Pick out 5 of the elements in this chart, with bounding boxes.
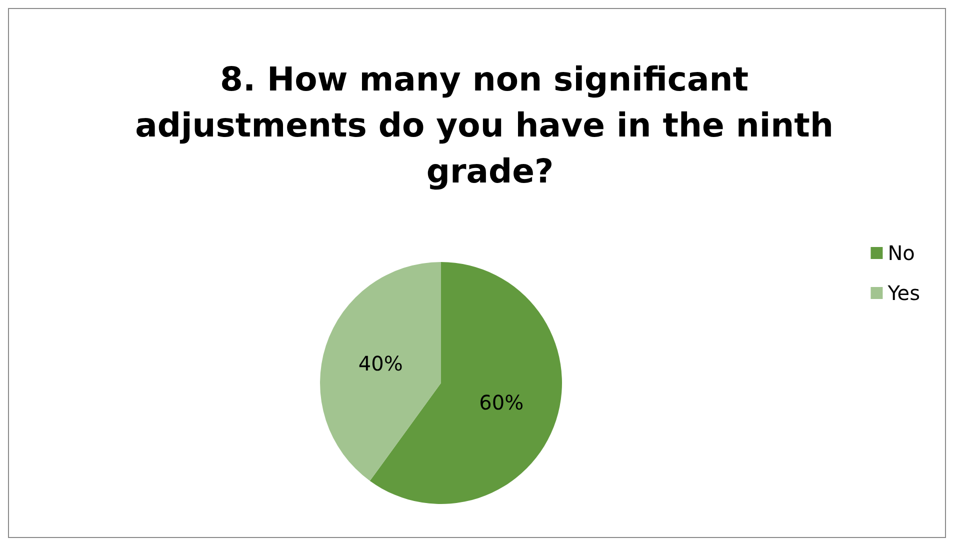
legend-label: No [888, 241, 915, 265]
data-label: 60% [479, 390, 524, 415]
data-label: 40% [358, 351, 403, 376]
legend-label: Yes [886, 281, 920, 305]
chart-title: 8. How many non significant adjustments do you have in the ninth grade? [135, 60, 845, 190]
